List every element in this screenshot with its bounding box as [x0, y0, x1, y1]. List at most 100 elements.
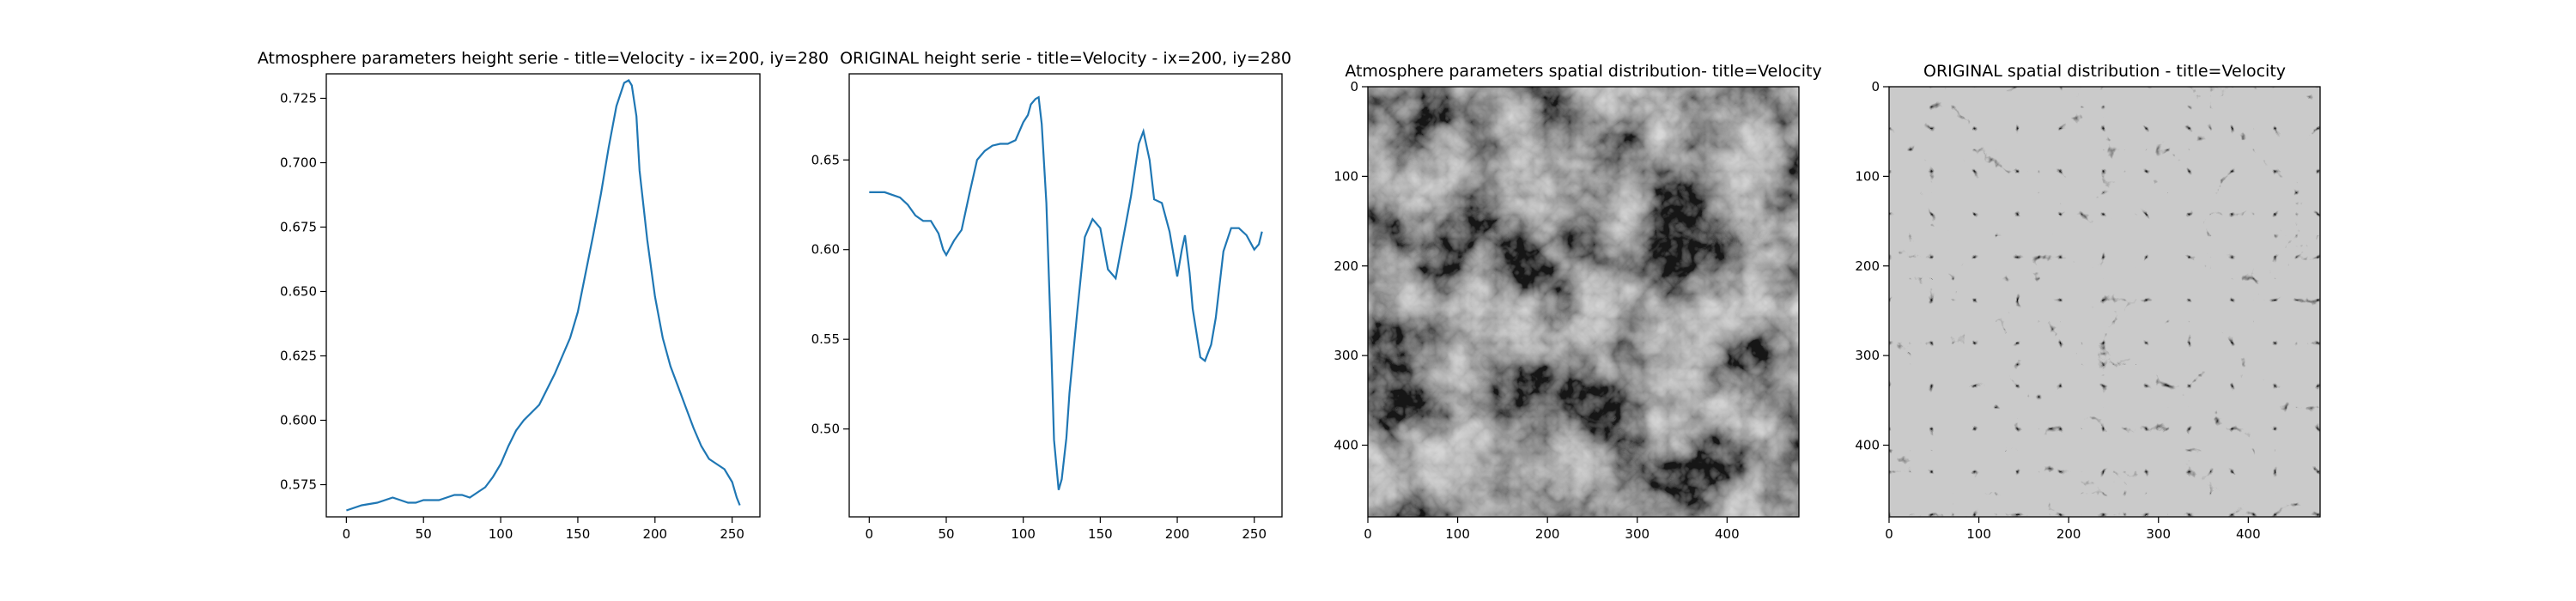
y-tick: 0.65	[811, 152, 849, 167]
height-series-chart: Atmosphere parameters height serie - tit…	[258, 49, 829, 542]
y-tick-label: 0	[1350, 79, 1358, 94]
x-tick: 100	[489, 517, 513, 542]
y-tick: 200	[1334, 258, 1368, 274]
y-tick: 0.725	[280, 91, 326, 106]
y-tick-label: 0.700	[280, 155, 317, 171]
chart-title: ORIGINAL spatial distribution - title=Ve…	[1923, 62, 2286, 81]
x-tick-label: 50	[416, 526, 432, 542]
y-tick: 300	[1334, 348, 1368, 363]
x-axis-ticks: 0 100 200 300 400	[1885, 517, 2261, 542]
y-tick-label: 300	[1855, 348, 1880, 363]
x-tick-label: 400	[2236, 526, 2261, 542]
x-tick-label: 300	[1625, 526, 1649, 542]
y-tick: 0.700	[280, 155, 326, 171]
x-tick: 100	[1011, 517, 1036, 542]
x-tick: 150	[566, 517, 590, 542]
y-tick: 0	[1871, 79, 1889, 94]
x-tick: 300	[1625, 517, 1649, 542]
x-axis-ticks: 0 100 200 300 400	[1364, 517, 1740, 542]
x-tick-label: 250	[720, 526, 744, 542]
x-tick: 0	[866, 517, 874, 542]
x-tick: 100	[1966, 517, 1991, 542]
x-tick: 50	[938, 517, 955, 542]
plot-frame	[848, 73, 1283, 518]
x-tick: 0	[1364, 517, 1372, 542]
y-axis-ticks: 0.575 0.600 0.625 0.650 0.675 0.700 0.725	[280, 91, 326, 493]
x-tick-label: 100	[489, 526, 513, 542]
y-tick-label: 300	[1334, 348, 1358, 363]
x-tick: 200	[642, 517, 667, 542]
y-tick: 300	[1855, 348, 1889, 363]
x-axis-ticks: 0 50 100 150 200 250	[866, 517, 1267, 542]
x-tick: 400	[2236, 517, 2261, 542]
y-tick: 0.675	[280, 220, 326, 235]
x-tick: 300	[2146, 517, 2171, 542]
x-axis-ticks: 0 50 100 150 200 250	[343, 517, 744, 542]
velocity-heatmap	[1368, 87, 1799, 517]
y-tick-label: 0.55	[811, 331, 840, 347]
x-tick-label: 0	[343, 526, 351, 542]
plot-frame	[1367, 86, 1800, 518]
y-tick-label: 0.675	[280, 220, 317, 235]
y-tick-label: 0	[1871, 79, 1880, 94]
x-tick: 150	[1088, 517, 1113, 542]
y-tick-label: 200	[1855, 258, 1880, 274]
y-tick: 100	[1855, 168, 1889, 184]
y-axis-ticks: 0 100 200 300 400	[1855, 79, 1889, 453]
x-tick-label: 0	[1364, 526, 1372, 542]
y-tick: 0.50	[811, 422, 849, 437]
y-tick: 0.600	[280, 413, 326, 428]
x-tick: 200	[2057, 517, 2081, 542]
y-tick-label: 400	[1334, 438, 1358, 453]
x-tick: 400	[1715, 517, 1740, 542]
x-tick-label: 0	[1885, 526, 1893, 542]
y-tick-label: 100	[1855, 168, 1880, 184]
x-tick-label: 0	[866, 526, 874, 542]
original-spatial-distribution-image: ORIGINAL spatial distribution - title=Ve…	[1855, 62, 2321, 542]
y-tick-label: 0.725	[280, 91, 317, 106]
x-tick: 200	[1535, 517, 1560, 542]
x-tick-label: 250	[1242, 526, 1267, 542]
x-tick-label: 50	[938, 526, 954, 542]
x-tick: 250	[720, 517, 744, 542]
x-tick-label: 100	[1966, 526, 1991, 542]
y-tick-label: 0.575	[280, 477, 317, 493]
y-tick-label: 100	[1334, 168, 1358, 184]
x-tick-label: 100	[1445, 526, 1470, 542]
y-tick-label: 0.60	[811, 242, 840, 258]
y-tick: 100	[1334, 168, 1368, 184]
y-axis-ticks: 0 100 200 300 400	[1334, 79, 1368, 453]
x-tick: 100	[1445, 517, 1470, 542]
x-tick-label: 200	[1535, 526, 1560, 542]
x-tick-label: 150	[1088, 526, 1113, 542]
series-line	[346, 79, 741, 512]
chart-title: Atmosphere parameters height serie - tit…	[258, 49, 829, 68]
x-tick-label: 200	[1165, 526, 1190, 542]
x-tick-label: 300	[2146, 526, 2171, 542]
x-tick: 250	[1242, 517, 1267, 542]
x-tick: 0	[1885, 517, 1893, 542]
x-tick-label: 100	[1011, 526, 1036, 542]
velocity-heatmap	[1889, 87, 2320, 517]
y-tick: 0	[1350, 79, 1368, 94]
x-tick-label: 200	[642, 526, 667, 542]
y-tick: 0.55	[811, 331, 849, 347]
x-tick: 50	[416, 517, 432, 542]
x-tick: 0	[343, 517, 351, 542]
y-tick: 0.60	[811, 242, 849, 258]
y-tick: 400	[1855, 438, 1889, 453]
y-tick-label: 200	[1334, 258, 1358, 274]
y-axis-ticks: 0.50 0.55 0.60 0.65	[811, 152, 849, 437]
chart-title: Atmosphere parameters spatial distributi…	[1345, 62, 1821, 81]
y-tick-label: 0.65	[811, 152, 840, 167]
y-tick-label: 400	[1855, 438, 1880, 453]
x-tick-label: 400	[1715, 526, 1740, 542]
plot-frame	[325, 73, 761, 518]
original-height-series-chart: ORIGINAL height serie - title=Velocity -…	[811, 49, 1291, 542]
y-tick: 400	[1334, 438, 1368, 453]
y-tick-label: 0.50	[811, 422, 840, 437]
y-tick: 0.650	[280, 284, 326, 300]
y-tick-label: 0.600	[280, 413, 317, 428]
spatial-distribution-image: Atmosphere parameters spatial distributi…	[1334, 62, 1821, 542]
